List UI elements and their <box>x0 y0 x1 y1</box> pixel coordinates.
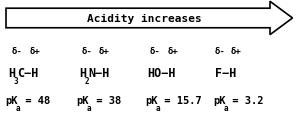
Text: δ-: δ- <box>82 46 92 55</box>
Text: δ+: δ+ <box>99 46 110 55</box>
Text: N−H: N−H <box>88 66 109 79</box>
Text: pK: pK <box>5 95 18 105</box>
Text: δ+: δ+ <box>231 46 242 55</box>
Text: δ+: δ+ <box>29 46 40 55</box>
Text: pK: pK <box>145 95 158 105</box>
Text: H: H <box>8 66 16 79</box>
Text: δ+: δ+ <box>167 46 178 55</box>
Text: pK: pK <box>213 95 226 105</box>
Text: = 48: = 48 <box>19 95 50 105</box>
Text: a: a <box>16 103 20 112</box>
Text: pK: pK <box>76 95 89 105</box>
Text: HO−H: HO−H <box>147 66 176 79</box>
Text: = 38: = 38 <box>90 95 121 105</box>
Text: 3: 3 <box>14 76 18 85</box>
Polygon shape <box>6 2 292 35</box>
Text: C−H: C−H <box>17 66 38 79</box>
Text: F−H: F−H <box>215 66 236 79</box>
Text: 2: 2 <box>85 76 89 85</box>
Text: a: a <box>87 103 92 112</box>
Text: δ-: δ- <box>11 46 22 55</box>
Text: δ-: δ- <box>214 46 225 55</box>
Text: a: a <box>224 103 228 112</box>
Text: δ-: δ- <box>150 46 161 55</box>
Text: H: H <box>80 66 87 79</box>
Text: = 15.7: = 15.7 <box>158 95 202 105</box>
Text: a: a <box>155 103 160 112</box>
Text: = 3.2: = 3.2 <box>226 95 264 105</box>
Text: Acidity increases: Acidity increases <box>87 14 201 24</box>
